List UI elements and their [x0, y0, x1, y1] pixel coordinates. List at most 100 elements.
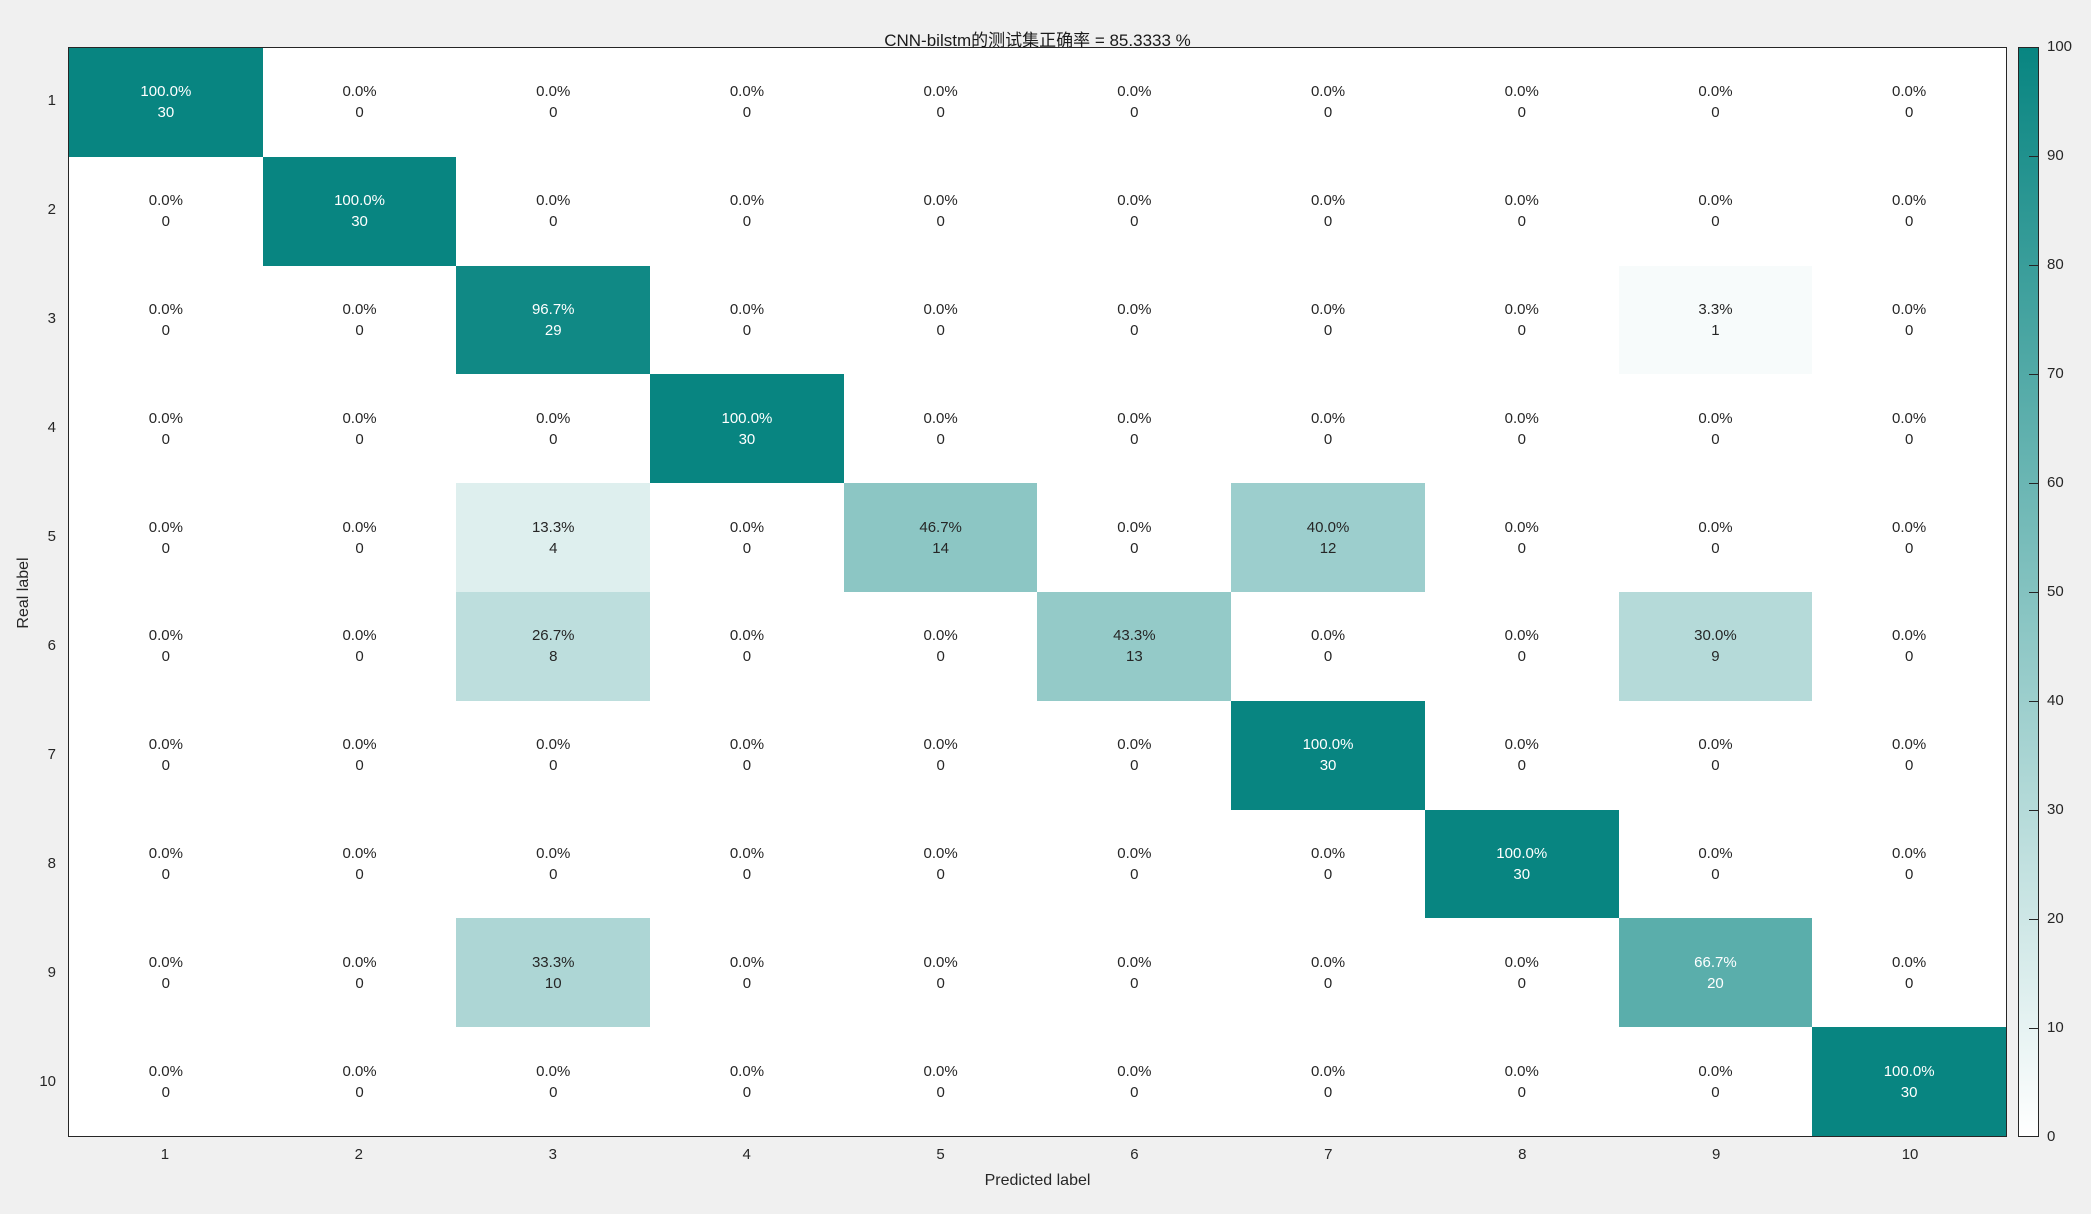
cell-percent: 0.0% — [1504, 300, 1539, 318]
cell-count: 1 — [1711, 321, 1720, 339]
cell-count: 0 — [1130, 213, 1139, 231]
matrix-cell: 0.0% 0 — [650, 483, 844, 592]
cell-count: 0 — [355, 865, 364, 883]
cell-percent: 0.0% — [1504, 518, 1539, 536]
cell-percent: 0.0% — [536, 1062, 571, 1080]
cell-percent: 13.3% — [531, 518, 575, 536]
cell-count: 0 — [1711, 1083, 1720, 1101]
y-tick-label: 4 — [47, 418, 56, 436]
cell-count: 0 — [936, 213, 945, 231]
cell-count: 0 — [1130, 974, 1139, 992]
cell-count: 0 — [1711, 104, 1720, 122]
cell-percent: 0.0% — [923, 409, 958, 427]
matrix-cell: 0.0% 0 — [1424, 156, 1619, 266]
cell-percent: 0.0% — [536, 409, 571, 427]
cell-percent: 66.7% — [1694, 953, 1737, 971]
cell-count: 0 — [161, 865, 171, 883]
cell-count: 0 — [355, 757, 364, 775]
cell-percent: 0.0% — [1310, 192, 1346, 210]
cell-count: 0 — [161, 430, 171, 448]
cell-count: 0 — [1904, 104, 1914, 122]
cell-count: 0 — [742, 648, 752, 666]
cell-count: 8 — [549, 648, 558, 666]
chart-title: CNN-bilstm的测试集正确率 = 85.3333 % — [884, 31, 1191, 50]
matrix-cell: 0.0% 0 — [69, 374, 263, 484]
matrix-cell: 100.0% 30 — [1424, 809, 1619, 919]
cell-percent: 0.0% — [1698, 1062, 1733, 1080]
cell-count: 0 — [936, 1083, 945, 1101]
cell-percent: 100.0% — [1496, 844, 1548, 862]
matrix-cell: 13.3% 4 — [456, 483, 651, 592]
cell-percent: 0.0% — [342, 409, 377, 427]
matrix-cell: 0.0% 0 — [1618, 700, 1813, 810]
matrix-cell: 0.0% 0 — [650, 592, 844, 701]
cell-percent: 0.0% — [342, 300, 377, 318]
cell-percent: 0.0% — [923, 300, 958, 318]
matrix-cell: 0.0% 0 — [262, 1027, 457, 1136]
x-tick-label: 5 — [936, 1146, 945, 1163]
cell-count: 0 — [1517, 974, 1526, 992]
cell-percent: 3.3% — [1698, 300, 1733, 318]
cell-count: 0 — [1130, 104, 1139, 122]
x-tick-label: 2 — [354, 1146, 364, 1163]
cell-count: 0 — [1323, 321, 1333, 339]
cell-count: 13 — [1125, 648, 1143, 666]
matrix-cell: 100.0% 30 — [262, 156, 457, 266]
y-tick-label: 1 — [47, 91, 56, 109]
matrix-cell: 0.0% 0 — [1812, 592, 2006, 701]
colorbar-tick-mark — [2029, 810, 2039, 811]
cell-percent: 0.0% — [536, 736, 571, 754]
cell-count: 0 — [1904, 974, 1914, 992]
cell-percent: 0.0% — [1117, 844, 1152, 862]
matrix-cell: 0.0% 0 — [1812, 918, 2006, 1028]
matrix-cell: 0.0% 0 — [1424, 700, 1619, 810]
cell-percent: 0.0% — [1310, 300, 1346, 318]
cell-count: 0 — [1517, 539, 1526, 557]
cell-count: 0 — [1711, 539, 1720, 557]
cell-count: 0 — [1130, 1083, 1139, 1101]
x-tick-label: 10 — [1901, 1146, 1919, 1163]
matrix-cell: 0.0% 0 — [650, 48, 844, 157]
cell-count: 20 — [1707, 974, 1724, 992]
colorbar-tick-label: 10 — [2047, 1019, 2064, 1036]
cell-count: 0 — [1517, 648, 1526, 666]
matrix-cell: 0.0% 0 — [1424, 48, 1619, 157]
cell-count: 0 — [936, 974, 945, 992]
colorbar-tick-label: 40 — [2047, 692, 2064, 709]
colorbar-tick-label: 20 — [2047, 910, 2064, 927]
cell-percent: 100.0% — [334, 192, 385, 210]
cell-percent: 0.0% — [1504, 192, 1539, 210]
cell-percent: 0.0% — [1892, 736, 1927, 754]
matrix-cell: 0.0% 0 — [1618, 1027, 1813, 1136]
cell-percent: 0.0% — [342, 844, 377, 862]
matrix-cell: 0.0% 0 — [1812, 374, 2006, 484]
matrix-cell: 0.0% 0 — [843, 918, 1038, 1028]
matrix-cell: 0.0% 0 — [69, 592, 263, 701]
cell-count: 0 — [1323, 1083, 1333, 1101]
matrix-cell: 0.0% 0 — [1618, 156, 1813, 266]
cell-percent: 0.0% — [1892, 300, 1927, 318]
cell-count: 0 — [1130, 539, 1139, 557]
matrix-cell: 0.0% 0 — [1037, 156, 1232, 266]
cell-percent: 0.0% — [1117, 1062, 1152, 1080]
colorbar-tick-label: 100 — [2047, 38, 2073, 55]
colorbar-tick-mark — [2029, 156, 2039, 157]
matrix-cell: 30.0% 9 — [1618, 592, 1813, 701]
matrix-cell: 0.0% 0 — [262, 592, 457, 701]
cell-percent: 0.0% — [729, 83, 765, 101]
cell-count: 4 — [549, 539, 558, 557]
matrix-cell: 0.0% 0 — [1037, 374, 1232, 484]
matrix-cell: 0.0% 0 — [843, 374, 1038, 484]
colorbar-tick-label: 70 — [2047, 365, 2064, 382]
cell-percent: 0.0% — [1117, 518, 1152, 536]
matrix-cell: 0.0% 0 — [262, 700, 457, 810]
cell-percent: 100.0% — [1883, 1062, 1935, 1080]
cell-percent: 0.0% — [923, 192, 958, 210]
cell-percent: 0.0% — [1504, 627, 1539, 645]
cell-count: 0 — [1711, 430, 1720, 448]
matrix-cell: 0.0% 0 — [650, 700, 844, 810]
cell-percent: 96.7% — [531, 300, 575, 318]
colorbar-tick-mark — [2029, 265, 2039, 266]
x-axis-label: Predicted label — [984, 1172, 1091, 1189]
matrix-cell: 0.0% 0 — [1231, 1027, 1425, 1136]
